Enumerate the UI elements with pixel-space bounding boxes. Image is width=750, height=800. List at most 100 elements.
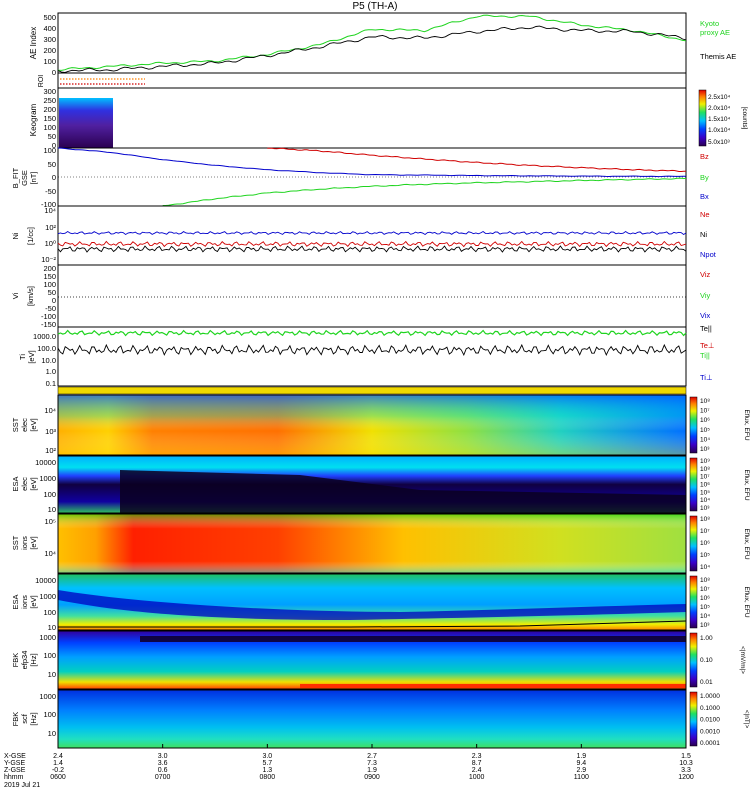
ytick: 1000 <box>39 592 56 601</box>
legend-entry: Themis AE <box>700 52 736 61</box>
panel-frame <box>57 147 687 207</box>
colorbar-tick: 10⁷ <box>700 408 710 415</box>
ytick: 1000 <box>39 633 56 642</box>
ytick: 100 <box>43 608 56 617</box>
x-tick-label: 2.4 <box>53 753 63 760</box>
colorbar-tick: 0.01 <box>700 679 713 686</box>
legend-entry: Npot <box>700 250 717 259</box>
ytick: 500 <box>43 13 56 22</box>
x-tick-label: 1.9 <box>576 753 586 760</box>
colorbar-tick: 10³ <box>700 622 710 629</box>
colorbar <box>689 632 698 688</box>
ytick: 0.1 <box>46 379 56 388</box>
x-row-label: Y-GSE <box>4 760 25 767</box>
colorbar-label: <|mV/m|> <box>739 646 746 674</box>
ylabel: FBK <box>11 712 20 727</box>
ytick: 10 <box>48 505 56 514</box>
ylabel: FBK <box>11 653 20 668</box>
x-tick-label: 1200 <box>678 774 694 781</box>
colorbar-tick: 10⁶ <box>700 482 710 489</box>
overview-strip <box>57 386 687 395</box>
panel-sst-ions: SST ions [eV] 10⁵ 10⁴ 10⁸ 10⁷ 10⁶ 10⁵ 10⁴ Ef… <box>11 513 750 574</box>
ylabel: [1/cc] <box>26 227 35 245</box>
panel-frame <box>57 326 687 387</box>
legend-entry: Te⊥ <box>700 341 715 350</box>
panel-frame <box>57 87 687 149</box>
colorbar-tick: 2.0x10⁴ <box>708 105 731 112</box>
colorbar-tick: 10⁴ <box>700 497 710 504</box>
panel-frame <box>57 513 687 574</box>
ytick: 10⁵ <box>45 517 56 526</box>
ytick: 0 <box>52 68 56 77</box>
series-bz <box>267 147 686 172</box>
colorbar-tick: 10⁵ <box>700 427 710 434</box>
x-tick-label: 2.7 <box>367 753 377 760</box>
colorbar-tick: 0.10 <box>700 657 713 664</box>
x-tick-label: 7.3 <box>367 760 377 767</box>
colorbar <box>689 457 698 512</box>
ylabel: [km/s] <box>26 286 35 306</box>
series-te-par <box>57 343 687 357</box>
ylabel: GSE <box>20 170 29 186</box>
x-row-label: Z-GSE <box>4 767 26 774</box>
panel-ae: AE Index 500 400 300 200 100 0 Kyoto pro… <box>29 12 736 77</box>
ytick: 10² <box>45 223 56 232</box>
ytick: -50 <box>45 304 56 313</box>
ytick: 10000 <box>35 458 56 467</box>
ytick: 10⁻² <box>41 255 56 264</box>
colorbar-label: Eflux, EFU <box>743 469 750 500</box>
ytick: -100 <box>41 312 56 321</box>
x-tick-label: 0900 <box>364 774 380 781</box>
ytick: 10.0 <box>41 356 56 365</box>
legend-entry: Kyoto <box>700 19 719 28</box>
colorbar-tick: 10³ <box>700 446 710 453</box>
colorbar-tick: 10⁸ <box>700 466 710 473</box>
ylabel: ions <box>20 536 29 550</box>
x-tick-label: 3.0 <box>158 753 168 760</box>
colorbar <box>689 396 698 454</box>
colorbar-tick: 1.00 <box>700 635 713 642</box>
ytick: 0 <box>52 296 56 305</box>
x-tick-label: 1100 <box>574 774 589 781</box>
legend-entry: Vix <box>700 311 711 320</box>
panel-fbk-b: FBK scf [Hz] 1000 100 10 1.0000 0.1000 0.0… <box>11 689 750 749</box>
yticks: 300 250 200 150 100 50 0 <box>43 87 56 150</box>
x-tick-label: 3.0 <box>262 753 272 760</box>
ylabel: Keogram <box>29 103 38 136</box>
panel-bfit: B_FIT GSE [nT] 100 50 0 -50 -100 Bz By B… <box>11 146 709 209</box>
panel-ti: Ti [eV] 1000.0 100.0 10.0 1.0 0.1 Te|| T… <box>18 324 715 388</box>
legend-entry: Viy <box>700 291 711 300</box>
colorbar <box>689 575 698 629</box>
ytick: 50 <box>48 288 56 297</box>
colorbar-tick: 10⁹ <box>700 458 710 465</box>
panel-roi: ROI <box>38 72 687 89</box>
ytick: 100 <box>43 146 56 155</box>
x-tick-label: 2.4 <box>472 767 482 774</box>
legend-entry: proxy AE <box>700 28 730 37</box>
x-tick-label: 0800 <box>260 774 276 781</box>
ytick: 0 <box>52 173 56 182</box>
legend-entry: Bx <box>700 192 709 201</box>
ytick: 10⁰ <box>45 239 56 248</box>
ylabel: [eV] <box>27 350 36 363</box>
series-ni <box>57 245 687 253</box>
ylabel: AE Index <box>29 27 38 59</box>
ytick: 1000.0 <box>33 332 56 341</box>
x-tick-label: 1.3 <box>262 767 272 774</box>
yticks: 500 400 300 200 100 0 <box>43 13 56 77</box>
ylabel: [eV] <box>29 477 38 490</box>
series-by <box>162 177 687 206</box>
colorbar-tick: 10⁵ <box>700 604 710 611</box>
ytick: 100 <box>43 280 56 289</box>
x-tick-label: 2.9 <box>576 767 586 774</box>
colorbar-tick: 1.5x10⁴ <box>708 116 731 123</box>
ylabel: elec <box>20 477 29 491</box>
spectrogram-overlay <box>58 395 686 455</box>
colorbar-label: Eflux, EFU <box>743 586 750 617</box>
ytick: 200 <box>43 264 56 273</box>
colorbar-label: [counts] <box>741 107 748 130</box>
colorbar-tick: 0.0010 <box>700 728 720 735</box>
spectrogram-blue-band <box>58 590 686 620</box>
ytick: 50 <box>48 132 56 141</box>
panel-frame <box>57 630 687 690</box>
